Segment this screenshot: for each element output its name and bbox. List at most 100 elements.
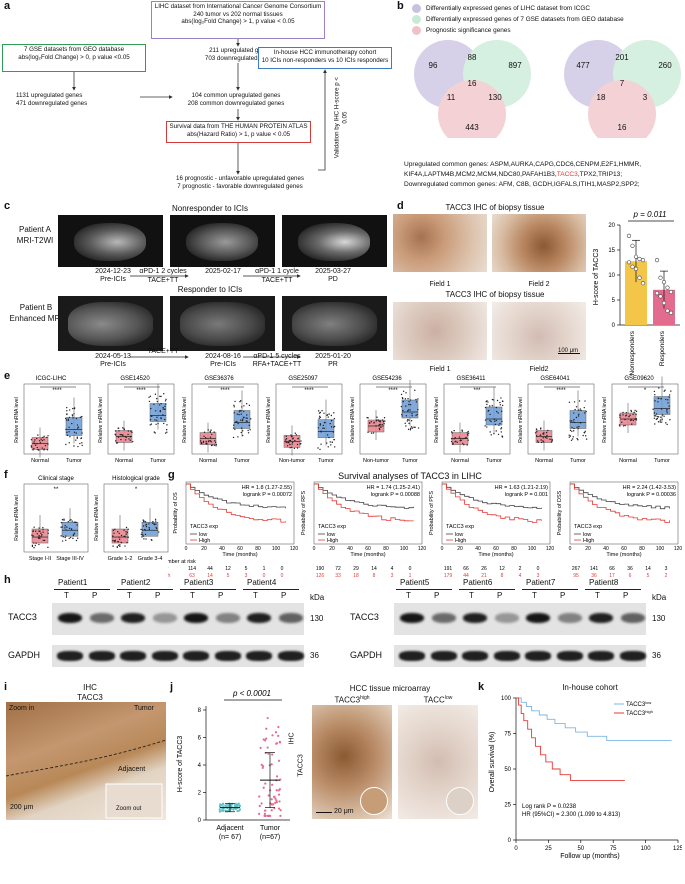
g-risk-title: Number at risk — [168, 559, 196, 565]
j-point-tumor — [263, 812, 266, 815]
e-title: GSE54236 — [372, 376, 402, 382]
venn2-b: 260 — [658, 61, 672, 70]
e-title: GSE36411 — [457, 376, 487, 382]
g-risk-high-val: 18 — [353, 573, 359, 579]
i-adjacent: Adjacent — [118, 766, 146, 773]
common-genes-text: Upregulated common genes: ASPM,AURKA,CAP… — [404, 161, 642, 188]
e-title: ICGC-LIHC — [36, 376, 67, 382]
k-curve-high — [516, 697, 625, 781]
g-xtick: 20 — [457, 546, 463, 552]
e-xlabel-right: Tumor — [234, 458, 250, 464]
d-point — [633, 254, 639, 259]
e-xlabel-right: Tumor — [66, 458, 82, 464]
wb-marker: 130 — [652, 614, 666, 623]
k-logrank: Log rank P = 0.0238 — [522, 804, 577, 810]
panel-label-f: f — [4, 469, 8, 481]
svg-text:High: High — [583, 538, 594, 544]
j-point-adjacent — [218, 808, 221, 811]
d-point — [637, 256, 642, 262]
g-xtick: 60 — [237, 546, 243, 552]
icgc-box: LIHC dataset from International Cancer G… — [151, 1, 325, 39]
e-boxplot-2: GSE36376 Relative mRNA level **** Normal Tum… — [182, 376, 259, 464]
tma-low-label: TACClow — [423, 695, 453, 705]
mri-b-2 — [170, 296, 275, 351]
k-xtick: 50 — [577, 846, 584, 852]
i-zoomout: Zoom out — [116, 806, 142, 812]
g-hr: HR = 2.24 (1.42-3.53) — [623, 485, 677, 491]
g-xtick: 60 — [493, 546, 499, 552]
g-risk-low-val: 29 — [353, 566, 359, 572]
e-xlabel-left: Normal — [31, 458, 49, 464]
e-sig: **** — [52, 388, 62, 394]
e-sig: **** — [388, 388, 398, 394]
ihc-nonresp-field1 — [393, 214, 487, 272]
e-sig: **** — [220, 388, 230, 394]
venn2-c: 16 — [618, 123, 627, 132]
j-point-tumor — [279, 814, 282, 817]
g-xtick: 0 — [185, 546, 188, 552]
e-ylabel: Relative mRNA level — [98, 397, 104, 443]
j-ytick: 2 — [198, 791, 202, 797]
e-xlabel-right: Tumor — [318, 458, 334, 464]
venn2-ab: 201 — [615, 53, 629, 62]
k-xtick: 75 — [610, 846, 617, 852]
g-xtick: 40 — [347, 546, 353, 552]
e-boxplot-3: GSE25097 Relative mRNA level **** Non-tumor… — [266, 376, 343, 464]
j-x-adjacent: Adjacent — [216, 825, 243, 832]
g-risk-low-val: 0 — [537, 566, 540, 572]
legend-item-prognostic: Prognostic significance genes — [412, 25, 624, 36]
g-curve — [314, 483, 414, 522]
g-risk-high-val: 3 — [245, 573, 248, 579]
j-point-tumor — [264, 814, 267, 817]
e-sig: *** — [473, 388, 481, 394]
j-point-tumor — [271, 734, 274, 737]
j-point-tumor — [267, 814, 270, 817]
d-ytick: 0 — [612, 323, 616, 329]
tma-high-image — [312, 705, 392, 819]
j-point-tumor — [279, 809, 282, 812]
panel-label-g: g — [168, 469, 175, 481]
tma-high-label: TACC3high — [334, 695, 370, 705]
j-point-tumor — [260, 802, 263, 805]
e-ylabel: Relative mRNA level — [266, 397, 272, 443]
j-point-tumor — [277, 793, 281, 796]
flow-arrows — [72, 39, 327, 175]
g-xtick: 100 — [528, 546, 537, 552]
wb-lane-label: T — [532, 591, 537, 600]
j-point-tumor — [267, 794, 270, 797]
panel-label-k: k — [478, 681, 485, 693]
e-xlabel-right: Tumor — [402, 458, 418, 464]
j-point-adjacent — [221, 802, 225, 805]
j-point-tumor — [278, 741, 282, 744]
j-ytick: 6 — [198, 736, 202, 742]
g-xtick: 0 — [313, 546, 316, 552]
g-xtick: 100 — [656, 546, 665, 552]
j-point-tumor — [264, 739, 267, 742]
f-xlabel: Stage III-IV — [56, 556, 84, 562]
svg-text:low: low — [199, 532, 207, 538]
j-n-tumor: (n=67) — [260, 834, 280, 841]
j-ytick: 4 — [198, 763, 202, 769]
g-risk-high-val: 21 — [481, 573, 487, 579]
g-risk-low-val: 5 — [245, 566, 248, 572]
e-ylabel: Relative mRNA level — [518, 397, 524, 443]
j-point-adjacent — [236, 809, 239, 813]
g-xtick: 60 — [621, 546, 627, 552]
g-ylabel: Probability of DSS — [557, 490, 563, 535]
venn2-a: 477 — [576, 61, 590, 70]
gse-counts: 1131 upregulated genes 471 downregulated … — [16, 92, 88, 107]
e-ylabel: Relative mRNA level — [182, 397, 188, 443]
g-risk-high-val: 179 — [444, 573, 453, 579]
wb-kda: kDa — [310, 593, 325, 602]
k-ytick: 75 — [504, 732, 511, 738]
e-boxplot-1: GSE14520 Relative mRNA level **** Normal Tum… — [98, 376, 175, 464]
f-ylabel: Relative mRNA level — [14, 495, 20, 541]
g-risk-low-val: 2 — [519, 566, 522, 572]
g-risk-low-val: 267 — [572, 566, 581, 572]
e-xlabel-right: Tumor — [486, 458, 502, 464]
g-xlabel: Time (months) — [350, 552, 385, 558]
e-sig: **** — [556, 388, 566, 394]
venn1-b: 897 — [508, 61, 522, 70]
j-point-tumor — [273, 795, 276, 798]
